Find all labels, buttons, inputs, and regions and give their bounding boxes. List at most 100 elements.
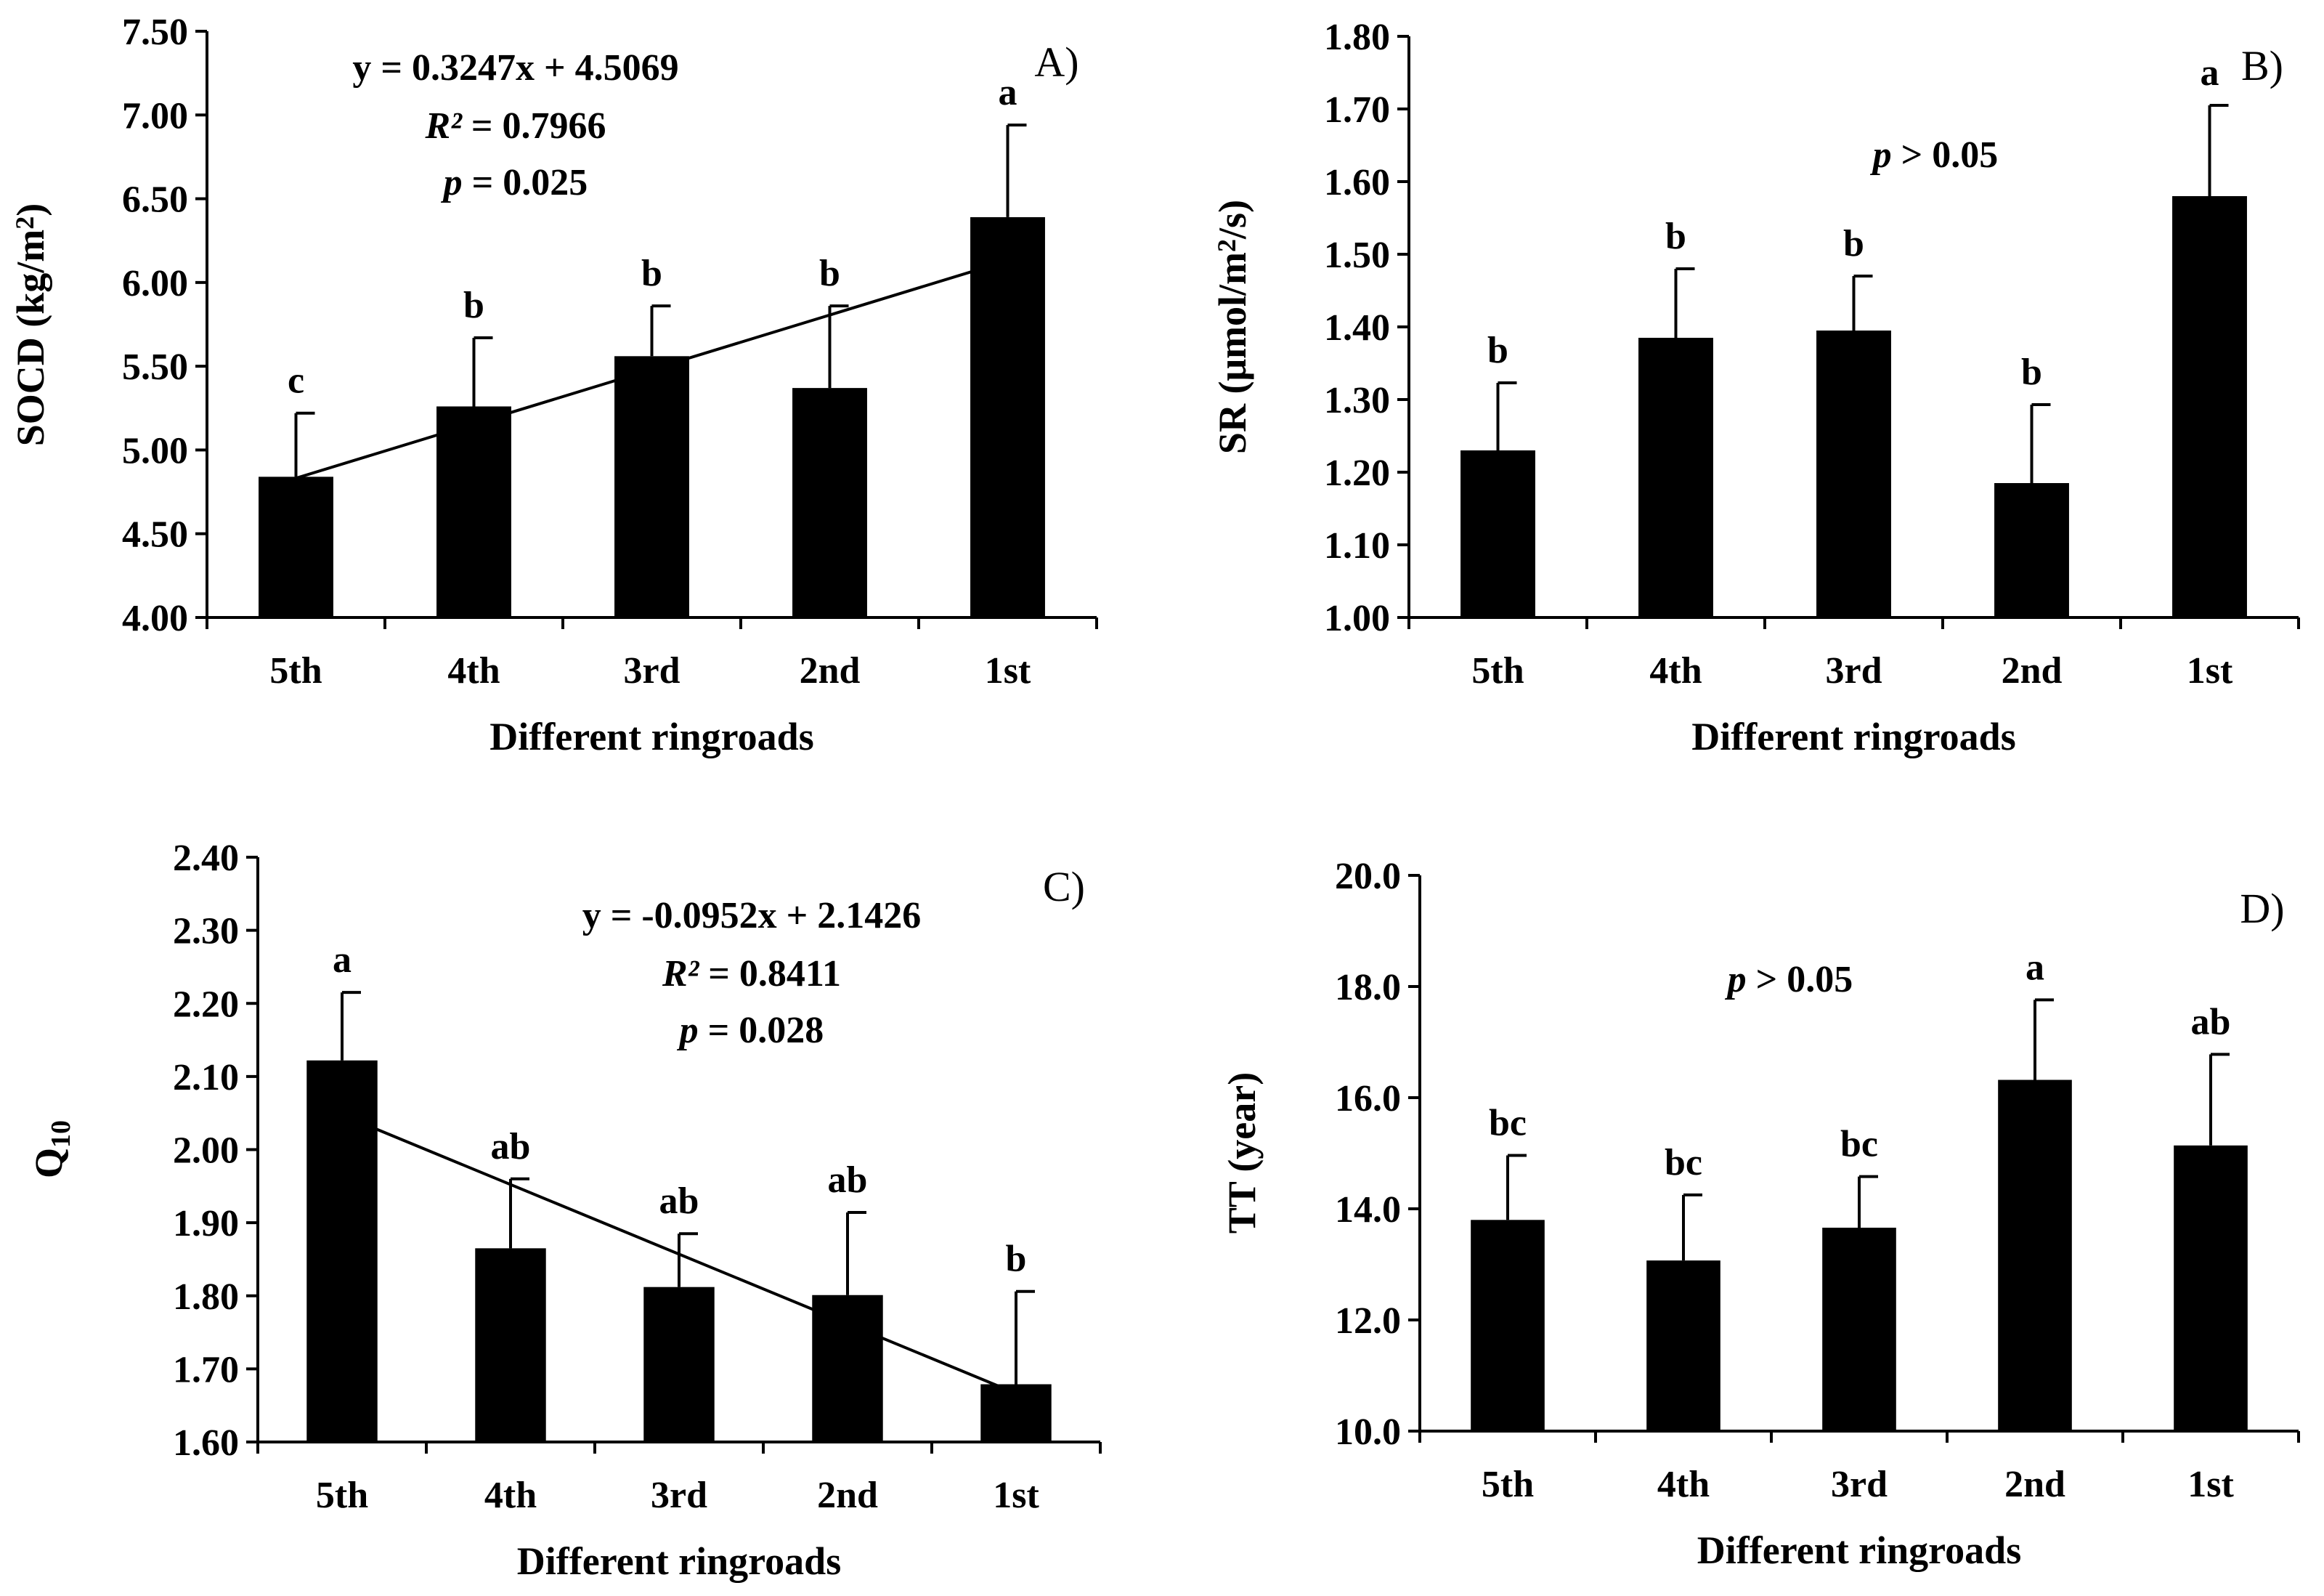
y-axis-title: SR (μmol/m2/s) (1211, 200, 1254, 454)
x-tick-label-1st: 1st (2187, 650, 2233, 692)
x-tick-label-2nd: 2nd (800, 650, 861, 692)
p-value-label: p = 0.028 (677, 1010, 824, 1051)
y-tick-label: 5.00 (122, 430, 188, 471)
significance-label-1st: a (2201, 52, 2219, 94)
y-tick-label: 2.30 (173, 911, 239, 952)
significance-label-5th: a (333, 939, 352, 981)
bar-4th (1638, 338, 1713, 617)
y-tick-label: 1.80 (1324, 17, 1390, 58)
x-tick-label-3rd: 3rd (1826, 650, 1882, 692)
bar-5th (306, 1060, 378, 1442)
y-tick-label: 1.00 (1324, 598, 1390, 639)
panel-letter: B) (2241, 42, 2283, 89)
bar-5th (1460, 450, 1535, 617)
y-tick-label: 14.0 (1335, 1189, 1401, 1231)
bar-1st (970, 216, 1045, 617)
p-value-label: p > 0.05 (1870, 134, 1999, 176)
x-tick-label-5th: 5th (316, 1475, 368, 1516)
y-tick-label: 4.00 (122, 598, 188, 639)
y-tick-label: 16.0 (1335, 1078, 1401, 1119)
bar-2nd (1994, 483, 2069, 617)
x-tick-label-5th: 5th (269, 650, 322, 692)
x-tick-label-3rd: 3rd (624, 650, 680, 692)
y-tick-label: 1.10 (1324, 525, 1390, 567)
y-axis-title: Q10 (27, 1120, 76, 1178)
panel-a: 4.00 4.50 5.00 5.50 6.00 6.50 7.00 7.50 c 5th b 4th… (9, 12, 1098, 758)
significance-label-4th: b (463, 285, 484, 326)
significance-label-2nd: b (2021, 352, 2042, 393)
x-axis-title: Different ringroads (489, 715, 813, 758)
panel-letter: D) (2240, 885, 2284, 932)
x-tick-label-2nd: 2nd (817, 1475, 878, 1516)
y-tick-label: 12.0 (1335, 1300, 1401, 1342)
y-tick-label: 20.0 (1335, 856, 1401, 897)
x-tick-label-4th: 4th (447, 650, 500, 692)
significance-label-4th: bc (1665, 1142, 1702, 1183)
x-tick-label-4th: 4th (1657, 1464, 1710, 1505)
significance-label-3rd: b (641, 253, 662, 294)
y-axis-title: TT (year) (1220, 1072, 1264, 1234)
significance-label-4th: b (1665, 216, 1686, 257)
y-axis-title-superscript: 2 (10, 216, 39, 230)
x-tick-label-2nd: 2nd (2004, 1464, 2065, 1505)
p-value-label: p = 0.025 (441, 162, 588, 203)
bar-5th (259, 477, 333, 617)
y-tick-label: 2.10 (173, 1057, 239, 1098)
y-tick-label: 7.00 (122, 95, 188, 137)
bar-1st (980, 1384, 1052, 1442)
y-tick-label: 2.20 (173, 984, 239, 1025)
x-tick-label-2nd: 2nd (2002, 650, 2063, 692)
x-tick-label-3rd: 3rd (1831, 1464, 1888, 1505)
significance-label-3rd: bc (1840, 1124, 1878, 1165)
y-tick-label: 18.0 (1335, 967, 1401, 1008)
x-tick-label-4th: 4th (1649, 650, 1702, 692)
x-axis-title: Different ringroads (1691, 715, 2015, 758)
bar-2nd (1998, 1079, 2072, 1431)
significance-label-3rd: ab (659, 1180, 699, 1222)
x-tick-label-1st: 1st (993, 1475, 1039, 1516)
y-axis-title-superscript: 2 (1212, 239, 1241, 252)
bar-1st (2172, 196, 2247, 617)
x-tick-label-4th: 4th (484, 1475, 537, 1516)
significance-label-3rd: b (1843, 223, 1864, 264)
bar-2nd (792, 388, 867, 617)
significance-label-1st: a (999, 72, 1017, 113)
y-tick-label: 1.70 (173, 1349, 239, 1390)
p-value-label: p > 0.05 (1725, 959, 1853, 1000)
y-axis-title-subscript: 10 (46, 1120, 76, 1148)
bar-3rd (643, 1287, 715, 1442)
panel-b: 1.00 1.10 1.20 1.30 1.40 1.50 1.60 1.70 1.80 b 5th… (1211, 17, 2300, 758)
significance-label-5th: bc (1489, 1103, 1527, 1144)
regression-equation: y = 0.3247x + 4.5069 (352, 47, 678, 89)
r-squared-label: R² = 0.8411 (662, 953, 841, 995)
panel-letter: A) (1034, 39, 1078, 86)
y-tick-label: 1.60 (173, 1422, 239, 1464)
y-tick-label: 1.80 (173, 1276, 239, 1318)
y-tick-label: 6.50 (122, 179, 188, 221)
trendline (295, 259, 1009, 480)
significance-label-2nd: a (2026, 947, 2044, 988)
panel-d: 10.0 12.0 14.0 16.0 18.0 20.0 bc 5th bc 4th bc 3rd a… (1220, 856, 2300, 1572)
y-tick-label: 10.0 (1335, 1411, 1401, 1453)
y-tick-label: 6.00 (122, 263, 188, 304)
y-tick-label: 1.90 (173, 1203, 239, 1244)
bar-5th (1471, 1220, 1545, 1431)
x-tick-label-5th: 5th (1482, 1464, 1534, 1505)
bar-3rd (614, 356, 689, 617)
bar-4th (436, 406, 511, 617)
x-tick-label-1st: 1st (2187, 1464, 2234, 1505)
y-tick-label: 2.00 (173, 1130, 239, 1172)
y-tick-label: 7.50 (122, 12, 188, 53)
significance-label-2nd: ab (828, 1159, 868, 1201)
y-tick-label: 1.20 (1324, 453, 1390, 494)
significance-label-1st: b (1006, 1239, 1027, 1280)
significance-label-5th: c (288, 360, 304, 402)
bar-1st (2174, 1145, 2248, 1431)
x-axis-title: Different ringroads (1697, 1528, 2021, 1572)
y-tick-label: 1.40 (1324, 307, 1390, 349)
y-tick-label: 1.50 (1324, 235, 1390, 276)
significance-label-5th: b (1487, 330, 1508, 371)
bar-3rd (1816, 331, 1891, 617)
regression-equation: y = -0.0952x + 2.1426 (582, 895, 922, 936)
